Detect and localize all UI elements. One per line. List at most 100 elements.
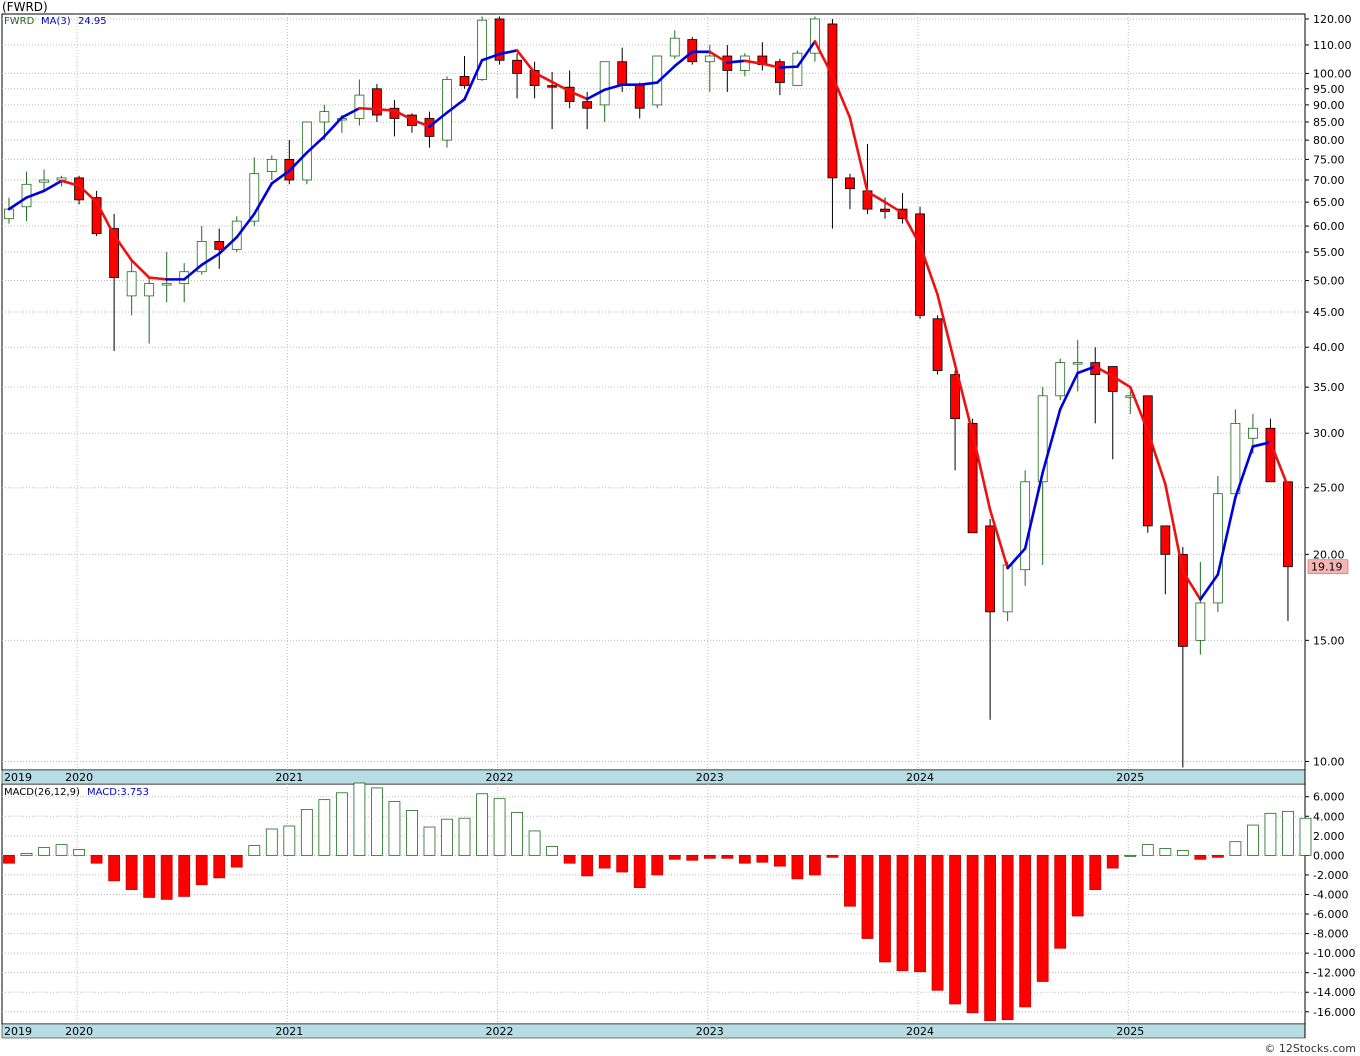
macd-y-tick-label: -6.000 (1313, 908, 1348, 921)
candle-up (810, 18, 820, 54)
last-price-tag (1307, 559, 1349, 575)
macd-bar-positive (38, 847, 50, 856)
candle-up (1195, 602, 1206, 641)
candle-up (1248, 427, 1258, 439)
macd-panel-frame (1, 783, 1306, 1025)
ma3-line-segment (217, 235, 239, 256)
candle-down (214, 241, 225, 250)
ma3-line-segment (375, 107, 396, 112)
macd-bar-negative (879, 854, 891, 963)
ma3-line-segment (393, 109, 414, 121)
macd-bar-negative (861, 854, 874, 939)
ma3-line-segment (270, 169, 291, 185)
ma3-line-segment (1181, 569, 1202, 601)
macd-bar-negative (616, 854, 629, 873)
ma3-line-segment (428, 111, 449, 128)
ma3-line-segment (7, 196, 28, 211)
macd-x-tick-label: 2021 (275, 1025, 303, 1038)
macd-bar-positive (73, 849, 85, 856)
macd-bar-positive (1247, 824, 1259, 856)
macd-x-tick-label: 2020 (65, 1025, 93, 1038)
candle-down (845, 177, 855, 190)
macd-bar-positive (1282, 810, 1294, 856)
macd-bar-negative (773, 854, 786, 867)
ma3-line-segment (515, 49, 536, 75)
candle-up (144, 283, 155, 297)
candle-down (617, 61, 628, 87)
price-y-tick-label: 10.00 (1313, 756, 1345, 769)
macd-bar-positive (371, 787, 383, 856)
ma3-line-segment (95, 200, 116, 237)
macd-bar-negative (826, 854, 839, 858)
ma3-line-segment (761, 62, 782, 69)
price-y-tick-label: 35.00 (1313, 381, 1345, 394)
candle-up (1212, 493, 1223, 604)
ma3-line-segment (901, 211, 922, 247)
ma3-line-segment (743, 59, 764, 66)
price-y-tick-label: 50.00 (1313, 275, 1345, 288)
candle-up (196, 241, 207, 273)
price-y-tick-label: 75.00 (1313, 153, 1345, 166)
ma3-line-segment (1199, 573, 1220, 601)
candle-down (1265, 427, 1276, 483)
candle-up (126, 271, 137, 297)
ma3-line-segment (673, 50, 694, 68)
candle-up (39, 179, 49, 183)
macd-bar-positive (248, 845, 261, 856)
price-y-tick-label: 90.00 (1313, 99, 1345, 112)
macd-bar-positive (546, 846, 559, 856)
price-y-tick-label: 60.00 (1313, 220, 1345, 233)
candle-down (985, 525, 996, 613)
ma3-line-segment (77, 184, 98, 204)
price-y-tick-label: 100.00 (1313, 67, 1352, 80)
macd-bar-negative (896, 854, 909, 972)
macd-bar-negative (108, 854, 121, 882)
macd-bar-negative (1019, 854, 1032, 1008)
macd-bar-positive (388, 801, 401, 856)
macd-bar-negative (756, 854, 769, 863)
macd-bar-negative (721, 854, 734, 859)
ma3-line-segment (1093, 365, 1115, 378)
macd-bar-positive (318, 799, 331, 856)
ma3-line-segment (340, 106, 361, 119)
macd-bar-negative (668, 854, 681, 860)
price-x-tick-label: 2019 (4, 771, 32, 784)
ma3-line-segment (60, 179, 81, 187)
candle-down (915, 213, 925, 316)
ma3-line-segment (200, 252, 221, 267)
ma3-line-segment (288, 151, 309, 173)
macd-legend-label: MACD(26,12,9) (4, 787, 80, 798)
macd-bar-negative (213, 854, 226, 879)
ma3-line-segment (585, 88, 606, 101)
macd-bar-positive (1299, 817, 1312, 856)
macd-bar-positive (493, 798, 506, 856)
macd-x-tick-label: 2023 (696, 1025, 724, 1038)
ma3-line-segment (463, 58, 484, 101)
symbol-title: (FWRD) (2, 0, 48, 14)
macd-bar-negative (914, 854, 926, 973)
ma3-line-segment (1076, 365, 1097, 375)
price-x-tick-label: 2021 (275, 771, 303, 784)
price-y-tick-label: 85.00 (1313, 116, 1345, 129)
ma3-line-segment (1058, 371, 1080, 411)
candle-up (266, 158, 277, 172)
ma3-line-segment (1111, 374, 1132, 389)
macd-bar-negative (563, 854, 576, 864)
price-y-tick-label: 20.00 (1313, 548, 1345, 561)
ma3-line-segment (445, 98, 466, 114)
ma3-line-segment (550, 80, 571, 93)
candle-up (1055, 362, 1066, 397)
ma3-line-segment (1006, 547, 1027, 570)
macd-bar-negative (3, 854, 15, 864)
candle-down (512, 59, 522, 74)
price-y-tick-label: 45.00 (1313, 306, 1345, 319)
ma3-line-segment (305, 135, 326, 154)
macd-bar-positive (511, 811, 523, 856)
macd-x-tick-label: 2019 (4, 1025, 32, 1038)
macd-bar-negative (738, 854, 751, 864)
ma3-line-segment (988, 508, 1009, 570)
ma3-line-segment (603, 83, 624, 91)
macd-bar-positive (265, 828, 278, 856)
candle-up (249, 173, 260, 222)
macd-bar-negative (949, 854, 961, 1005)
